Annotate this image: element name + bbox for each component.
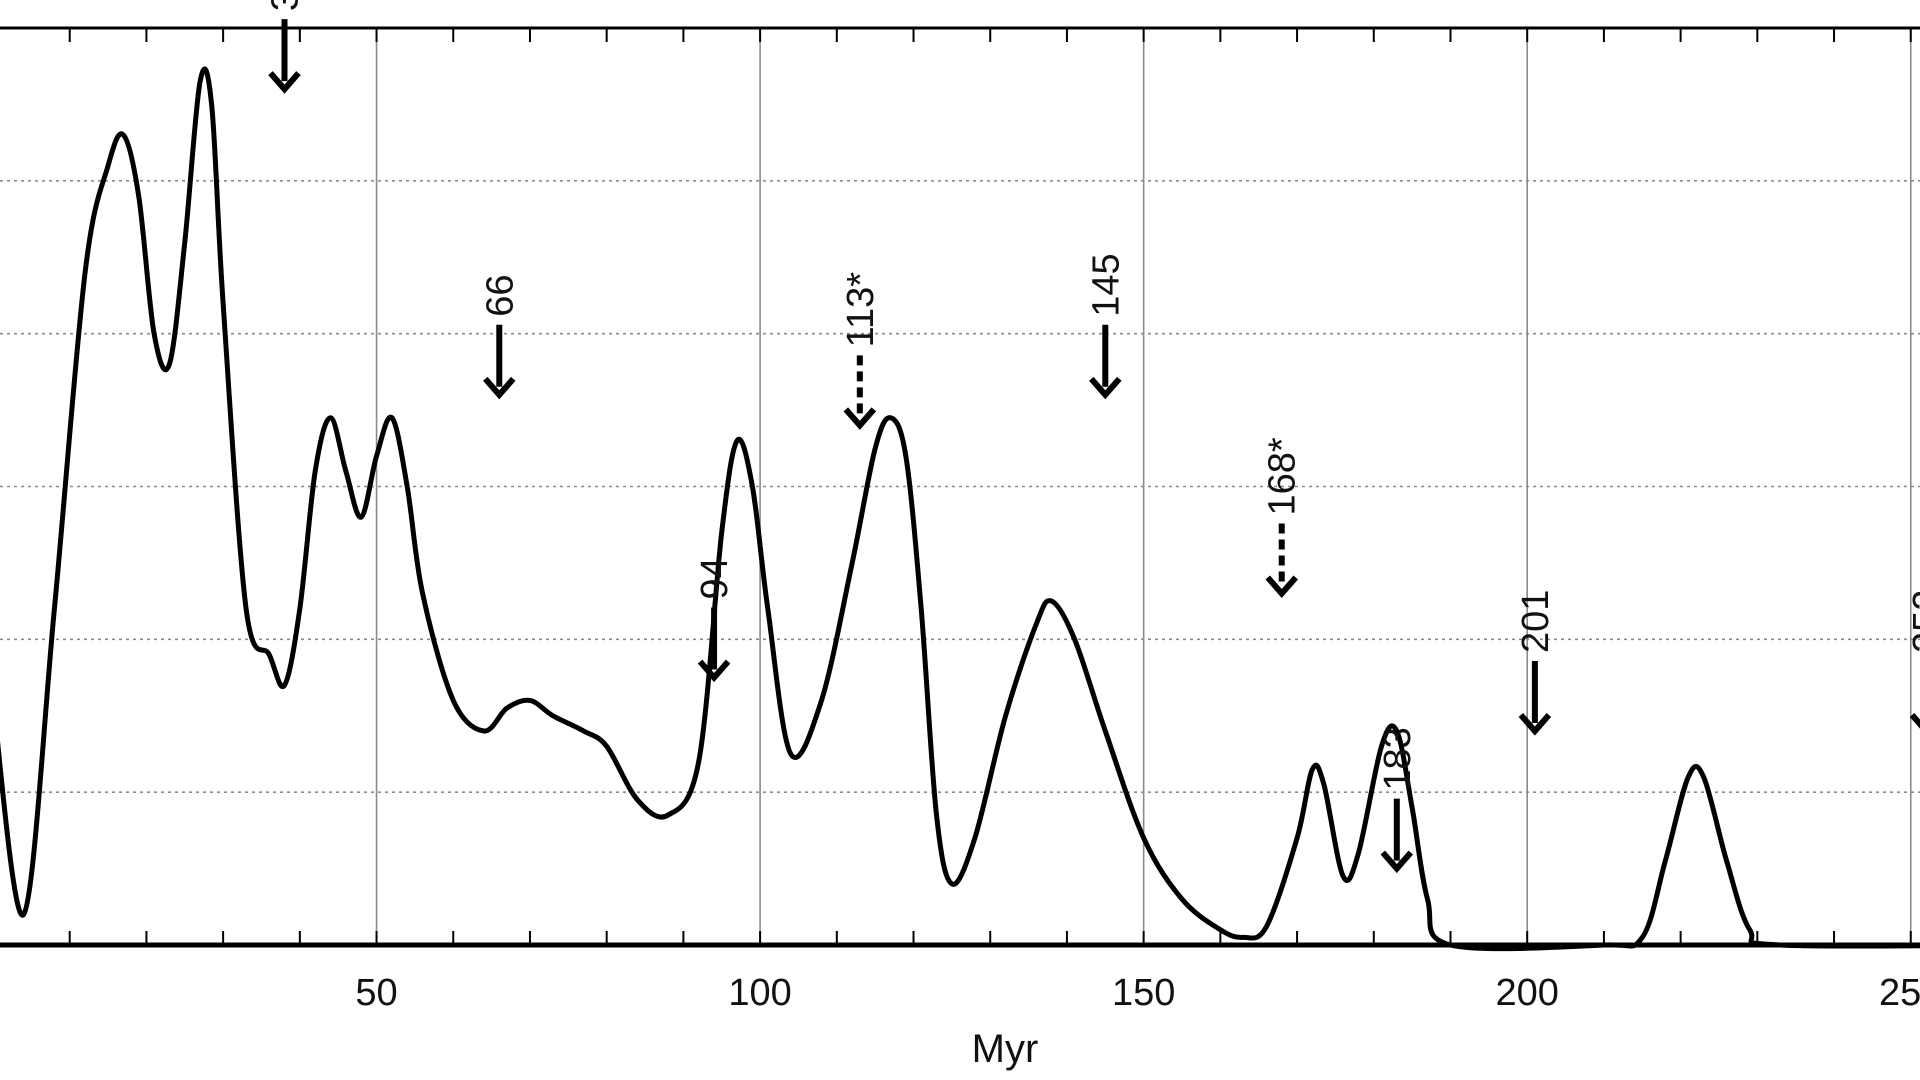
annotation-label: 201 (1515, 590, 1557, 653)
annotation-label: 66 (479, 275, 521, 317)
annotation-145: 145 (1085, 253, 1127, 400)
annotation-arrow-head (843, 407, 877, 430)
x-tick-label: 150 (1112, 972, 1175, 1014)
annotation-94: 94 (694, 557, 736, 683)
annotation-arrow-head (1265, 575, 1298, 599)
annotation-arrow-head (483, 376, 516, 400)
annotation-label: 94 (694, 557, 736, 599)
annotation-label: 168* (1262, 437, 1304, 515)
annotation-arrow-head (1909, 713, 1920, 729)
x-tick-label: 200 (1495, 972, 1558, 1014)
annotation-168-star: 168* (1262, 437, 1304, 599)
annotation-arrow-head (1380, 850, 1414, 874)
annotation-arrow-head (697, 659, 731, 683)
annotation-arrow-head (268, 71, 301, 94)
annotation-arrow-head (1089, 376, 1122, 400)
series-line (0, 66, 1920, 952)
annotation-label: 252 (1906, 590, 1920, 653)
annotation-label: 183 (1377, 727, 1419, 790)
series-line-group (0, 66, 1920, 952)
annotations: 38 66 94 113* 145 168* 183 201 252 (264, 0, 1920, 874)
annotation-113-star: 113* (840, 272, 882, 430)
x-tick-label: 100 (728, 972, 791, 1014)
x-tick-label: 250 (1879, 972, 1920, 1014)
annotation-label: 113* (840, 272, 882, 348)
annotation-label: 38 (264, 0, 306, 11)
grid (0, 28, 1920, 945)
annotation-183: 183 (1377, 727, 1419, 874)
annotation-252: 252 (1906, 590, 1920, 729)
annotation-66: 66 (479, 275, 521, 400)
x-axis-ticks: 50 100 150 200 250 (68, 28, 1920, 1014)
x-axis-title: Myr (972, 1027, 1039, 1071)
annotation-201: 201 (1515, 590, 1557, 736)
annotation-arrow-head (1518, 713, 1552, 736)
annotation-label: 145 (1085, 253, 1127, 316)
annotation-38: 38 (264, 0, 306, 94)
x-tick-label: 50 (355, 972, 397, 1014)
